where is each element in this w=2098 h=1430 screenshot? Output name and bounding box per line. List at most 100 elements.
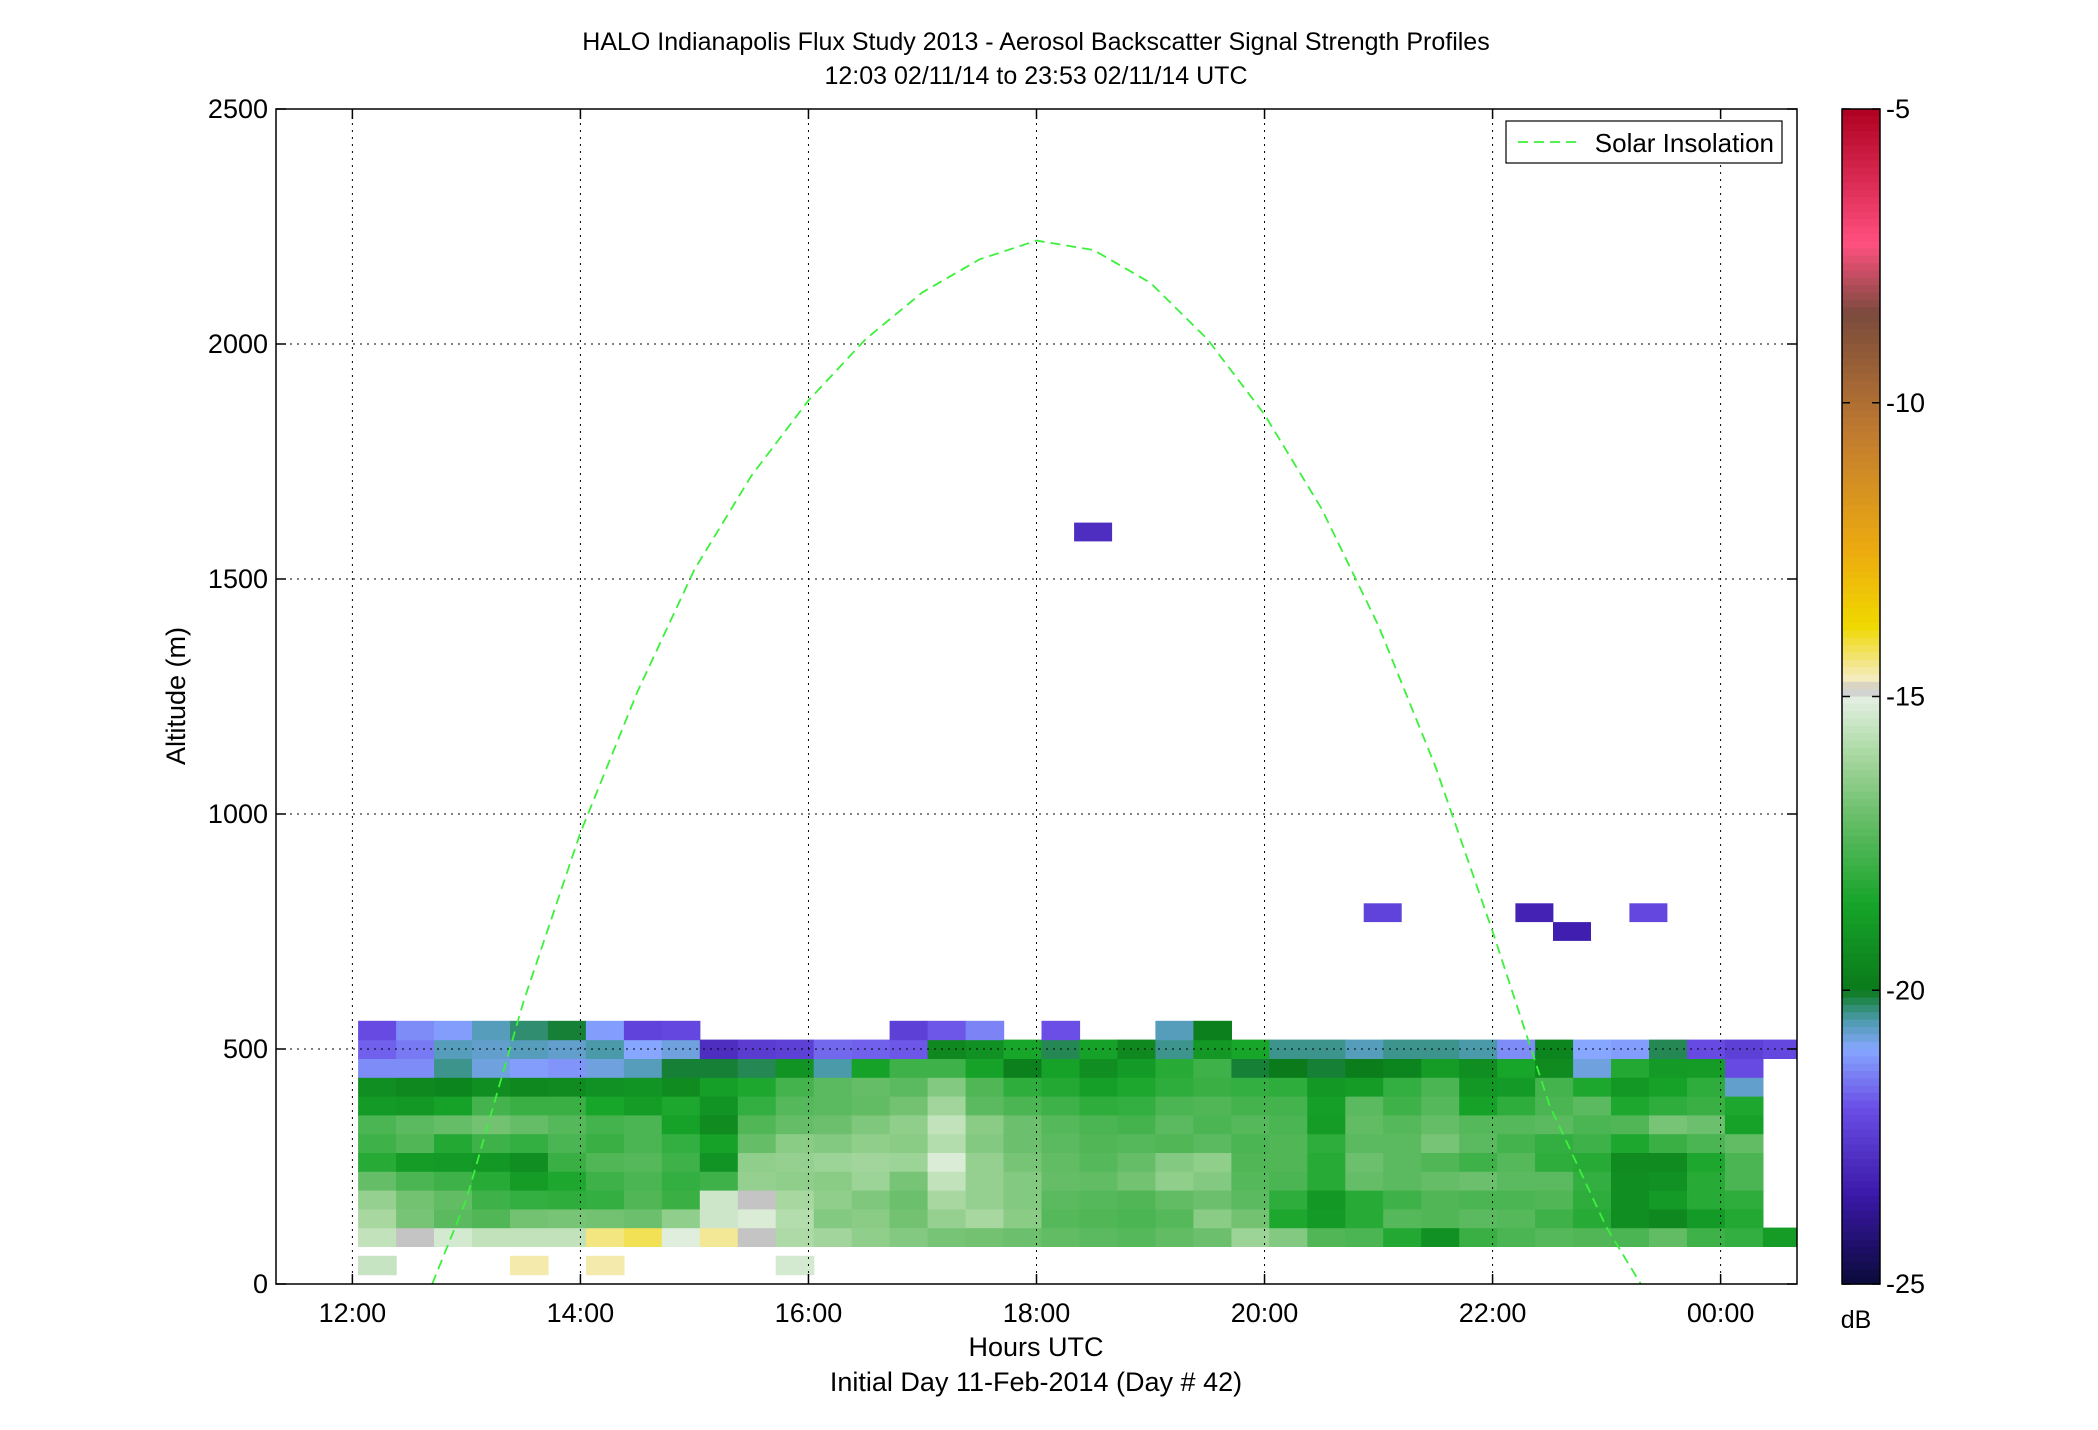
heatmap-cell bbox=[623, 1208, 663, 1229]
heatmap-cell bbox=[1459, 1096, 1498, 1116]
x-tick-label: 22:00 bbox=[1459, 1298, 1527, 1328]
heatmap-cell bbox=[851, 1171, 891, 1191]
heatmap-cell bbox=[1231, 1171, 1270, 1191]
heatmap-cell bbox=[699, 1058, 739, 1078]
colorbar-segment bbox=[1842, 299, 1880, 308]
heatmap-cell bbox=[1535, 1058, 1574, 1078]
heatmap-cell bbox=[1535, 1208, 1574, 1229]
heatmap-cell bbox=[1231, 1208, 1270, 1229]
y-tick-label: 0 bbox=[253, 1269, 268, 1299]
heatmap-cell bbox=[775, 1227, 815, 1247]
heatmap-cell bbox=[510, 1114, 549, 1135]
colorbar-segment bbox=[1842, 454, 1880, 463]
colorbar-segment bbox=[1842, 703, 1880, 712]
heatmap-cell bbox=[472, 1114, 511, 1135]
heatmap-cell bbox=[434, 1133, 473, 1153]
colorbar-segment bbox=[1842, 747, 1880, 756]
heatmap-cell bbox=[1117, 1171, 1157, 1191]
colorbar-segment bbox=[1842, 601, 1880, 610]
heatmap-cell bbox=[1421, 1227, 1460, 1247]
colorbar-segment bbox=[1842, 1269, 1880, 1278]
heatmap-cell bbox=[1269, 1190, 1308, 1210]
heatmap-cell bbox=[1535, 1227, 1574, 1247]
heatmap-cell bbox=[813, 1114, 853, 1135]
colorbar-segment bbox=[1842, 762, 1880, 771]
heatmap-cell bbox=[1307, 1227, 1346, 1247]
colorbar-segment bbox=[1842, 153, 1880, 162]
colorbar-segment bbox=[1842, 410, 1880, 419]
colorbar-segment bbox=[1842, 1129, 1880, 1138]
x-axis-ticks: 12:00 14:00 16:00 18:00 20:00 22:00 00:00 bbox=[319, 109, 1754, 1328]
heatmap-cell bbox=[965, 1133, 1005, 1153]
heatmap-cell bbox=[1573, 1208, 1612, 1229]
heatmap-cell bbox=[699, 1190, 739, 1210]
heatmap-cell bbox=[1117, 1152, 1157, 1172]
heatmap-cell bbox=[1535, 1039, 1574, 1059]
heatmap-cell bbox=[1762, 1227, 1797, 1247]
heatmap-cell bbox=[1041, 1096, 1081, 1116]
heatmap-cell bbox=[1611, 1039, 1650, 1059]
colorbar-segment bbox=[1842, 1093, 1880, 1102]
heatmap-cell bbox=[510, 1190, 549, 1210]
colorbar-segment bbox=[1842, 1254, 1880, 1263]
heatmap-cell bbox=[699, 1227, 739, 1247]
chart-subtitle: 12:03 02/11/14 to 23:53 02/11/14 UTC bbox=[825, 62, 1248, 90]
heatmap-cell bbox=[889, 1152, 929, 1172]
colorbar-segment bbox=[1842, 556, 1880, 566]
heatmap-cell bbox=[927, 1114, 967, 1135]
heatmap-cell bbox=[547, 1208, 587, 1229]
heatmap-cell bbox=[1003, 1208, 1043, 1229]
heatmap-cell bbox=[1383, 1152, 1422, 1172]
heatmap-cell bbox=[1345, 1208, 1384, 1229]
colorbar-segment bbox=[1842, 366, 1880, 375]
heatmap-cell bbox=[1041, 1020, 1081, 1041]
colorbar-segment bbox=[1842, 637, 1880, 646]
colorbar-segment bbox=[1842, 395, 1880, 404]
heatmap-cell bbox=[775, 1077, 815, 1097]
heatmap-cell bbox=[1535, 1096, 1574, 1116]
heatmap-cell bbox=[1611, 1190, 1650, 1210]
colorbar-segment bbox=[1842, 777, 1880, 786]
colorbar-segment bbox=[1842, 1181, 1880, 1190]
heatmap-cell bbox=[1155, 1058, 1194, 1078]
heatmap-cell bbox=[927, 1077, 967, 1097]
colorbar-segment bbox=[1842, 843, 1880, 852]
heatmap-cell bbox=[813, 1133, 853, 1153]
colorbar-segment bbox=[1842, 799, 1880, 808]
heatmap-cell bbox=[396, 1020, 435, 1041]
colorbar-gradient bbox=[1842, 109, 1880, 1285]
colorbar-segment bbox=[1842, 645, 1880, 654]
colorbar-segment bbox=[1842, 439, 1880, 448]
heatmap-cell bbox=[396, 1190, 435, 1210]
heatmap-cell bbox=[851, 1133, 891, 1153]
colorbar-segment bbox=[1842, 1151, 1880, 1160]
colorbar-segment bbox=[1842, 1188, 1880, 1197]
heatmap-cell bbox=[547, 1190, 587, 1210]
colorbar-segment bbox=[1842, 490, 1880, 499]
heatmap-cell bbox=[358, 1133, 397, 1153]
heatmap-cell bbox=[1269, 1171, 1308, 1191]
heatmap-cell bbox=[623, 1058, 663, 1078]
heatmap-cell bbox=[1269, 1114, 1308, 1135]
chart-title: HALO Indianapolis Flux Study 2013 - Aero… bbox=[582, 28, 1489, 56]
heatmap-cell bbox=[1497, 1114, 1536, 1135]
colorbar-segment bbox=[1842, 865, 1880, 874]
heatmap-cell bbox=[396, 1171, 435, 1191]
colorbar-segment bbox=[1842, 821, 1880, 830]
heatmap-cell bbox=[1535, 1077, 1574, 1097]
colorbar-segment bbox=[1842, 321, 1880, 331]
heatmap-cell bbox=[851, 1190, 891, 1210]
heatmap-cell bbox=[358, 1114, 397, 1135]
heatmap-cell bbox=[1383, 1133, 1422, 1153]
heatmap-cell bbox=[1345, 1171, 1384, 1191]
heatmap-cell bbox=[510, 1227, 549, 1247]
heatmap-cell bbox=[623, 1020, 663, 1041]
heatmap-cell bbox=[1231, 1190, 1270, 1210]
colorbar-segment bbox=[1842, 167, 1880, 176]
heatmap-cell bbox=[1269, 1152, 1308, 1172]
heatmap-cell bbox=[699, 1171, 739, 1191]
heatmap-cell bbox=[1573, 1077, 1612, 1097]
heatmap-cell bbox=[1003, 1096, 1043, 1116]
colorbar-segment bbox=[1842, 1261, 1880, 1271]
